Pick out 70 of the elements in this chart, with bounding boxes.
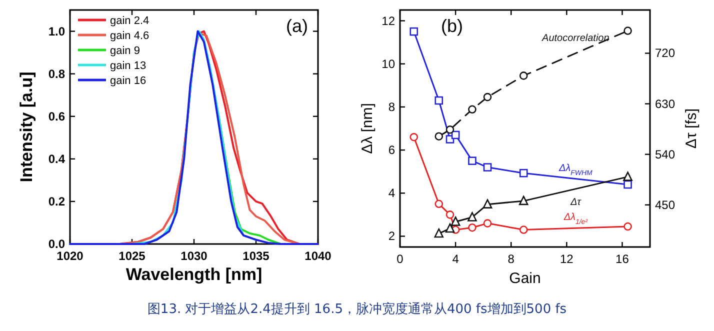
y-tick-label: 2 — [388, 229, 396, 244]
point — [624, 180, 632, 189]
point — [410, 27, 418, 36]
x-axis-title: Wavelength [nm] — [126, 265, 262, 284]
y-tick-label: 8 — [388, 100, 396, 114]
x-tick-label: 1025 — [118, 249, 146, 263]
y2-tick-label: 630 — [655, 96, 676, 111]
point — [434, 132, 444, 141]
point — [519, 226, 528, 234]
y-tick-label: 6 — [388, 143, 396, 158]
point — [445, 223, 455, 233]
point — [483, 219, 492, 228]
y-tick-label: 0.2 — [48, 194, 66, 208]
point — [468, 212, 477, 222]
y2-tick-label: 450 — [655, 198, 676, 212]
point — [410, 132, 418, 142]
series-label: Δτ — [569, 196, 582, 208]
series-label: Autocorrelation — [541, 33, 610, 44]
point — [519, 168, 528, 178]
series-label: Δλ$_{FWHM}$ — [558, 162, 593, 176]
point — [434, 228, 444, 238]
legend-label: gain 2.4 — [110, 15, 150, 27]
x-tick-label: 1030 — [180, 249, 208, 263]
point — [624, 222, 632, 231]
x-tick-label: 16 — [616, 252, 630, 266]
y-tick-label: 10 — [382, 56, 396, 71]
point — [482, 199, 492, 208]
x-axis-title: Gain — [509, 270, 541, 287]
y-tick-label: 4 — [388, 186, 396, 200]
x-tick-label: 12 — [560, 252, 574, 266]
x-tick-label: 8 — [508, 252, 515, 266]
y-tick-label: 0.8 — [48, 66, 66, 81]
y2-axis-title: Δτ [fs] — [683, 108, 700, 149]
point — [623, 172, 632, 181]
point — [451, 130, 460, 140]
annotation: (a) — [286, 16, 308, 36]
point — [483, 92, 492, 102]
x-tick-label: 1040 — [304, 249, 332, 263]
y-tick-label: 1.0 — [48, 24, 66, 38]
point — [450, 216, 460, 226]
caption: 图13. 对于增益从2.4提升到 16.5，脉冲宽度通常从400 fs增加到500 fs — [147, 301, 567, 317]
y-tick-label: 0.0 — [48, 237, 66, 251]
y-tick-label: 0.4 — [48, 152, 66, 166]
x-tick-label: 1035 — [242, 249, 270, 263]
point — [624, 26, 632, 35]
point — [446, 125, 454, 134]
x-tick-label: 1020 — [56, 249, 84, 263]
legend-label: gain 13 — [110, 60, 146, 72]
point — [468, 105, 476, 114]
point — [468, 223, 476, 232]
point — [519, 72, 528, 80]
y-axis-title: Intensity [a.u] — [17, 72, 36, 182]
legend-label: gain 16 — [110, 75, 146, 87]
x-tick-label: 4 — [452, 252, 460, 266]
y-tick-label: 0.6 — [48, 109, 66, 124]
annotation: (b) — [441, 16, 463, 36]
y-axis-title: Δλ [nm] — [359, 103, 376, 154]
series-label: Δλ$_{1/e²}$ — [562, 212, 588, 226]
y-tick-label: 12 — [382, 14, 396, 28]
x-tick-label: 0 — [396, 252, 404, 266]
point — [518, 196, 528, 206]
legend-label: gain 9 — [110, 45, 140, 57]
y2-tick-label: 720 — [655, 46, 676, 60]
y2-tick-label: 540 — [655, 147, 676, 162]
point — [468, 156, 476, 165]
point — [434, 96, 444, 105]
point — [434, 200, 444, 208]
legend-label: gain 4.6 — [110, 30, 150, 42]
point — [446, 210, 454, 219]
point — [483, 163, 492, 172]
